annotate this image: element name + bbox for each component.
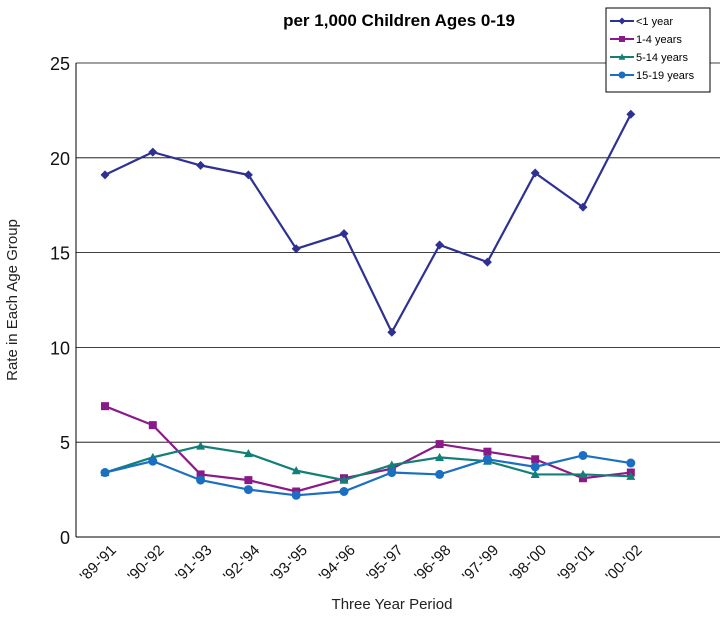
legend-item: <1 year (610, 16, 673, 28)
x-tick-label: '93-'95 (268, 542, 311, 585)
x-tick-label: '91-'93 (172, 542, 215, 585)
x-tick-label: '97-'99 (459, 542, 502, 585)
data-point (243, 170, 253, 180)
legend-marker (618, 53, 626, 60)
data-point (100, 468, 110, 478)
data-point (530, 469, 540, 479)
x-axis-label: Three Year Period (332, 596, 453, 613)
data-point (148, 147, 158, 157)
data-point (578, 450, 588, 460)
data-point (339, 475, 349, 484)
data-point (387, 468, 397, 478)
y-tick-label: 10 (50, 338, 70, 358)
legend-marker (618, 17, 626, 25)
x-tick-label: '90-'92 (124, 542, 167, 585)
legend-marker (619, 36, 625, 42)
x-tick-label: '96-'98 (411, 542, 454, 585)
data-point (578, 469, 588, 479)
legend-label: 5-14 years (636, 52, 688, 64)
legend-item: 1-4 years (610, 34, 682, 46)
data-point (339, 486, 349, 496)
data-point (435, 440, 444, 449)
series-line (104, 454, 631, 497)
series-line (104, 444, 631, 482)
data-point (387, 460, 397, 469)
legend: <1 year 1-4 years 5-14 years 15-19 years (605, 7, 711, 93)
y-tick-label: 25 (50, 54, 70, 74)
data-point (626, 471, 636, 480)
plot-area: 0510152025'89-'91'90-'92'91-'93'92-'94'9… (50, 54, 720, 585)
data-point (148, 456, 158, 466)
y-axis-label: Rate in Each Age Group (4, 219, 21, 381)
x-tick-label: '92-'94 (220, 542, 263, 585)
data-point (291, 490, 301, 500)
series-1-year (100, 109, 636, 337)
data-point (482, 257, 492, 267)
legend-item: 5-14 years (610, 52, 688, 64)
legend-label: 15-19 years (636, 70, 695, 82)
y-tick-label: 5 (60, 433, 70, 453)
data-point (148, 421, 157, 430)
data-point (291, 466, 301, 475)
legend-marker (618, 71, 626, 79)
chart-title: per 1,000 Children Ages 0-19 (283, 11, 515, 30)
x-tick-label: '00-'02 (602, 542, 645, 585)
data-point (196, 470, 205, 479)
series-line (104, 113, 632, 335)
x-tick-label: '99-'01 (555, 542, 598, 585)
legend-item: 15-19 years (610, 70, 695, 82)
data-point (243, 449, 253, 458)
series-15-19-years (100, 450, 636, 500)
data-point (435, 469, 445, 479)
data-point (579, 474, 587, 483)
data-point (387, 327, 397, 337)
data-point (578, 202, 588, 212)
data-point (196, 160, 206, 170)
data-point (244, 476, 253, 485)
legend-label: <1 year (636, 16, 673, 28)
data-point (626, 109, 636, 119)
x-tick-label: '94-'96 (316, 542, 359, 585)
data-point (101, 402, 109, 411)
data-point (243, 485, 253, 495)
x-tick-label: '89-'91 (77, 542, 120, 585)
data-point (435, 452, 445, 461)
x-tick-label: '95-'97 (363, 542, 406, 585)
y-tick-label: 15 (50, 244, 70, 264)
data-point (291, 244, 301, 254)
series-line (104, 405, 631, 493)
y-tick-label: 0 (60, 528, 70, 548)
data-point (626, 458, 636, 468)
data-point (196, 475, 206, 485)
data-point (530, 462, 540, 472)
series-5-14-years (100, 441, 636, 484)
data-point (530, 168, 540, 178)
data-point (483, 447, 492, 456)
data-point (196, 441, 206, 450)
data-point (100, 170, 110, 180)
y-tick-label: 20 (50, 149, 70, 169)
data-point (435, 240, 445, 250)
data-point (339, 229, 349, 239)
data-point (482, 454, 492, 464)
x-tick-label: '98-'00 (507, 542, 550, 585)
data-point (531, 455, 540, 464)
legend-label: 1-4 years (636, 34, 682, 46)
